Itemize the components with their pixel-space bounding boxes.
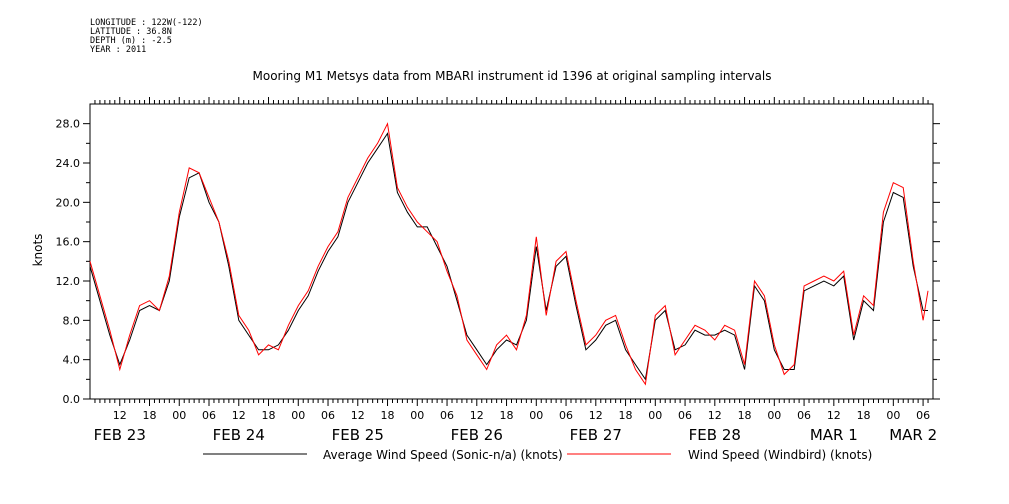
x-hour-label: 18 bbox=[738, 409, 752, 422]
y-tick-label: 28.0 bbox=[56, 118, 81, 131]
x-hour-label: 18 bbox=[619, 409, 633, 422]
y-tick-label: 8.0 bbox=[63, 314, 81, 327]
y-tick-label: 4.0 bbox=[63, 354, 81, 367]
x-day-label: FEB 26 bbox=[451, 426, 503, 444]
y-tick-label: 16.0 bbox=[56, 236, 81, 249]
x-hour-label: 06 bbox=[321, 409, 335, 422]
x-hour-label: 18 bbox=[381, 409, 395, 422]
y-tick-label: 0.0 bbox=[63, 393, 81, 406]
x-hour-label: 12 bbox=[470, 409, 484, 422]
y-tick-label: 24.0 bbox=[56, 157, 81, 170]
x-hour-label: 06 bbox=[797, 409, 811, 422]
x-hour-label: 12 bbox=[113, 409, 127, 422]
x-hour-label: 00 bbox=[648, 409, 662, 422]
plot-frame bbox=[89, 103, 934, 400]
x-day-label: FEB 27 bbox=[570, 426, 622, 444]
x-day-label: FEB 25 bbox=[332, 426, 384, 444]
x-hour-label: 00 bbox=[172, 409, 186, 422]
x-hour-label: 00 bbox=[291, 409, 305, 422]
legend: Average Wind Speed (Sonic-n/a) (knots) W… bbox=[203, 448, 872, 462]
x-hour-label: 12 bbox=[827, 409, 841, 422]
y-tick-label: 20.0 bbox=[56, 196, 81, 209]
axis-labels: 0.0 4.0 8.0 12.0 16.0 20.0 24.0 28.0 12 18 00 06 12 1… bbox=[56, 118, 938, 444]
x-hour-label: 06 bbox=[202, 409, 216, 422]
x-hour-label: 06 bbox=[916, 409, 930, 422]
y-axis-label: knots bbox=[31, 234, 45, 267]
x-hour-label: 12 bbox=[589, 409, 603, 422]
series-line-average-wind bbox=[89, 132, 928, 381]
depth-label: DEPTH (m) : -2.5 bbox=[90, 36, 172, 46]
x-hour-label: 06 bbox=[678, 409, 692, 422]
x-hour-label: 12 bbox=[708, 409, 722, 422]
series-line-windbird bbox=[89, 122, 929, 386]
x-hour-label: 06 bbox=[559, 409, 573, 422]
longitude-label: LONGITUDE : 122W(-122) bbox=[90, 18, 203, 28]
legend-label-windbird: Wind Speed (Windbird) (knots) bbox=[688, 448, 872, 462]
axis-ticks bbox=[83, 97, 940, 406]
series-layer bbox=[89, 122, 929, 386]
x-hour-label: 00 bbox=[886, 409, 900, 422]
year-label: YEAR : 2011 bbox=[90, 45, 147, 55]
x-day-label: MAR 1 bbox=[810, 426, 858, 444]
x-hour-label: 18 bbox=[857, 409, 871, 422]
x-hour-label: 00 bbox=[529, 409, 543, 422]
latitude-label: LATITUDE : 36.8N bbox=[90, 27, 172, 37]
chart-title: Mooring M1 Metsys data from MBARI instru… bbox=[253, 69, 772, 83]
x-day-label: MAR 2 bbox=[889, 426, 937, 444]
x-hour-label: 18 bbox=[143, 409, 157, 422]
x-hour-label: 06 bbox=[440, 409, 454, 422]
x-hour-label: 18 bbox=[500, 409, 514, 422]
x-hour-label: 18 bbox=[262, 409, 276, 422]
x-day-label: FEB 23 bbox=[94, 426, 146, 444]
x-hour-label: 12 bbox=[232, 409, 246, 422]
x-hour-label: 00 bbox=[767, 409, 781, 422]
x-hour-label: 00 bbox=[410, 409, 424, 422]
legend-label-average-wind: Average Wind Speed (Sonic-n/a) (knots) bbox=[323, 448, 563, 462]
x-day-label: FEB 28 bbox=[689, 426, 741, 444]
y-tick-label: 12.0 bbox=[56, 275, 81, 288]
x-day-label: FEB 24 bbox=[213, 426, 265, 444]
x-hour-label: 12 bbox=[351, 409, 365, 422]
